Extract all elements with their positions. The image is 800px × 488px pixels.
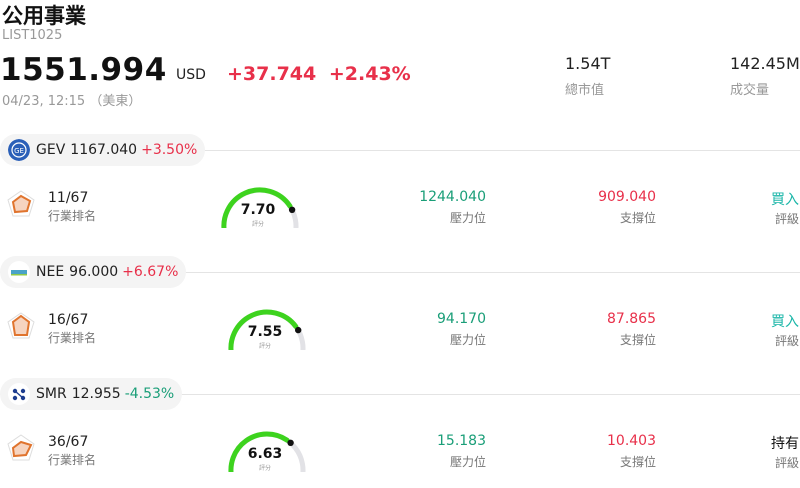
rating-label: 評級 — [774, 212, 799, 226]
stock-change: +3.50% — [141, 142, 198, 158]
company-logo-icon: GE — [8, 139, 30, 161]
change-value: +37.744 — [227, 63, 317, 85]
industry-rank: 36/67 — [48, 434, 89, 450]
resistance-label: 壓力位 — [449, 333, 486, 347]
pentagon-radar-icon — [7, 434, 35, 461]
stock-price: 96.000 — [69, 264, 119, 280]
stock-chip[interactable]: NEE 96.000 +6.67% — [0, 256, 187, 288]
divider — [0, 394, 800, 395]
industry-rank-label: 行業排名 — [48, 453, 97, 467]
divider — [0, 150, 800, 151]
pentagon-radar-icon — [7, 190, 35, 217]
industry-rank: 16/67 — [48, 312, 89, 328]
support-value: 909.040 — [598, 189, 656, 205]
stock-price: 1167.040 — [70, 142, 138, 158]
company-logo-icon — [8, 383, 30, 405]
price-change: +37.744 +2.43% — [227, 63, 411, 85]
score-value: 7.55 — [247, 324, 283, 340]
timestamp: 04/23, 12:15 （美東） — [2, 94, 142, 109]
industry-rank-label: 行業排名 — [48, 331, 97, 345]
volume-label: 成交量 — [730, 83, 770, 98]
market-cap-label: 總市值 — [565, 83, 605, 98]
stock-price: 12.955 — [71, 386, 121, 402]
pentagon-radar-icon — [7, 312, 35, 339]
rating-value[interactable]: 買入 — [771, 314, 799, 330]
resistance-label: 壓力位 — [449, 455, 486, 469]
rating-label: 評級 — [774, 334, 799, 348]
support-value: 10.403 — [607, 433, 656, 449]
score-gauge — [221, 187, 299, 228]
score-label: 評分 — [258, 343, 271, 350]
volume-value: 142.45M — [730, 54, 800, 73]
score-gauge — [228, 431, 306, 472]
score-value: 6.63 — [247, 446, 283, 462]
score-label: 評分 — [258, 465, 271, 472]
resistance-value: 1244.040 — [419, 189, 486, 205]
resistance-value: 15.183 — [437, 433, 486, 449]
resistance-label: 壓力位 — [449, 211, 486, 225]
divider — [0, 272, 800, 273]
list-code: LIST1025 — [2, 28, 63, 43]
support-value: 87.865 — [607, 311, 656, 327]
change-percent: +2.43% — [328, 63, 411, 85]
stock-change: +6.67% — [122, 264, 179, 280]
company-logo-icon — [8, 261, 30, 283]
score-value: 7.70 — [240, 202, 276, 218]
industry-rank-label: 行業排名 — [48, 209, 97, 223]
rating-value[interactable]: 買入 — [771, 192, 799, 208]
stock-chip[interactable]: SMR 12.955 -4.53% — [0, 378, 183, 410]
score-label: 評分 — [251, 221, 264, 228]
svg-text:GE: GE — [14, 147, 24, 155]
ticker: NEE — [36, 264, 65, 280]
market-cap-value: 1.54T — [565, 54, 611, 73]
index-price: 1551.994 — [0, 52, 167, 88]
currency: USD — [176, 67, 206, 83]
stock-chip[interactable]: GE GEV 1167.040 +3.50% — [0, 134, 206, 166]
ticker: GEV — [36, 142, 66, 158]
support-label: 支撐位 — [619, 455, 656, 469]
industry-rank: 11/67 — [48, 190, 89, 206]
rating-value[interactable]: 持有 — [771, 436, 799, 452]
resistance-value: 94.170 — [437, 311, 486, 327]
stock-change: -4.53% — [124, 386, 175, 402]
support-label: 支撐位 — [619, 333, 656, 347]
ticker: SMR — [36, 386, 67, 402]
rating-label: 評級 — [774, 456, 799, 470]
score-gauge — [228, 309, 306, 350]
page-title: 公用事業 — [2, 4, 86, 28]
support-label: 支撐位 — [619, 211, 656, 225]
